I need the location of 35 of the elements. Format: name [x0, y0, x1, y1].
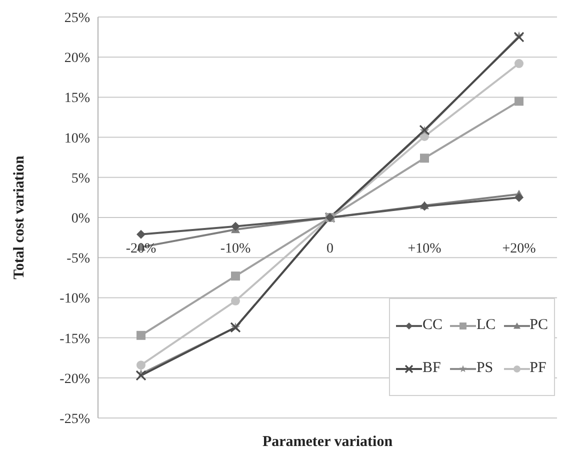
y-tick-label: -20% [60, 372, 90, 387]
y-tick-label: -25% [60, 412, 90, 427]
point [136, 230, 146, 239]
y-axis-title: Total cost variation [11, 155, 28, 280]
point [231, 272, 240, 281]
x-tick-label: -20% [126, 242, 156, 256]
point [231, 296, 240, 306]
legend-label: PC [530, 317, 548, 334]
legend-label: BF [422, 360, 441, 377]
x-tick-label: -10% [220, 242, 251, 256]
y-tick-label: -15% [60, 332, 90, 347]
point [514, 192, 524, 202]
y-tick-label: 20% [64, 51, 90, 66]
point [136, 360, 146, 370]
x-axis-title: Parameter variation [262, 434, 394, 450]
point [514, 59, 524, 68]
y-tick-label: 15% [64, 91, 90, 106]
legend-label: PS [476, 360, 494, 377]
legend-label: LC [476, 317, 496, 334]
y-tick-label: 0% [71, 211, 90, 226]
legend-label: CC [422, 317, 442, 334]
x-tick-label: 0 [326, 242, 334, 256]
y-tick-label: -5% [66, 252, 90, 267]
point [231, 222, 240, 231]
y-tick-label: -10% [60, 292, 90, 307]
legend-label: PF [530, 360, 546, 377]
point [136, 370, 146, 381]
x-tick-label: +10% [408, 242, 442, 256]
point [136, 330, 146, 340]
x-tick-label: +20% [502, 242, 536, 256]
y-tick-label: 5% [71, 171, 90, 186]
y-tick-label: 25% [64, 10, 90, 26]
point [514, 96, 524, 106]
y-tick-label: 10% [64, 131, 90, 146]
point [420, 154, 429, 163]
